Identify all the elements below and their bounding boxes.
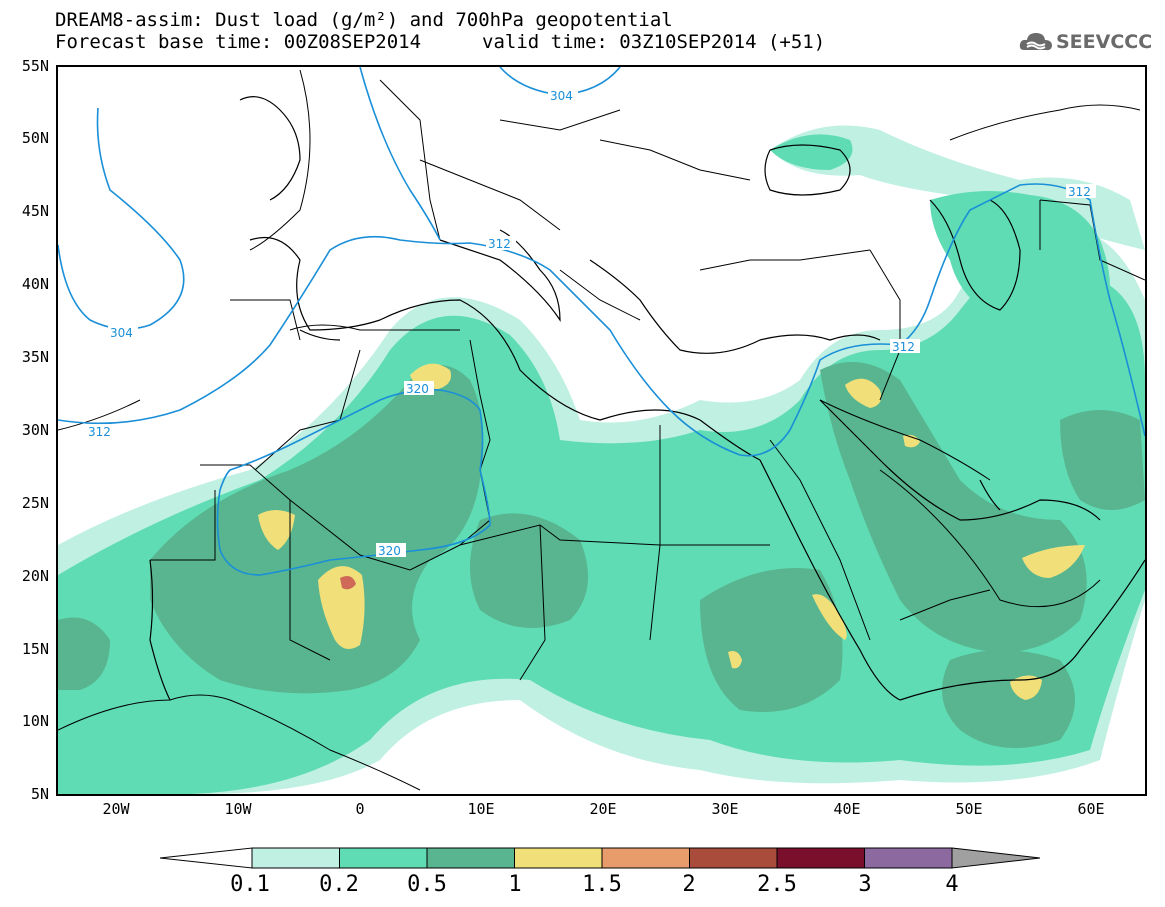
colorbar-label-1.5: 1.5 xyxy=(582,872,622,897)
colorbar-label-0.2: 0.2 xyxy=(319,872,359,897)
lat-label-25n: 25N xyxy=(21,494,49,512)
lon-label-40e: 40E xyxy=(833,800,861,818)
contour-labels: 304 304 312 312 312 312 320 320 xyxy=(86,88,1096,558)
colorbar-boxes xyxy=(251,847,953,869)
coastlines xyxy=(149,96,1145,701)
contour-label-312-caspian: 312 xyxy=(1068,185,1091,199)
lon-label-50e: 50E xyxy=(955,800,983,818)
dust-shade-0.5-east xyxy=(1060,410,1145,510)
map-canvas: 304 304 312 312 312 312 320 320 xyxy=(58,67,1145,794)
colorbar-box xyxy=(339,847,428,869)
colorbar-box xyxy=(689,847,778,869)
dust-shade-1-redsea xyxy=(812,594,847,640)
lat-label-5n: 5N xyxy=(30,785,49,803)
colorbar-arrow-right xyxy=(951,847,1040,869)
lat-label-35n: 35N xyxy=(21,348,49,366)
dust-shade-1-oman xyxy=(1022,545,1085,578)
dust-shade-0.2-black-sea xyxy=(770,134,853,170)
contour-label-320-south: 320 xyxy=(378,544,401,558)
forecast-base-time: Forecast base time: 00Z08SEP2014 xyxy=(55,31,422,53)
dust-shade-1-iraq xyxy=(845,378,882,408)
colorbar-label-2: 2 xyxy=(682,872,696,897)
dust-shade-1-kuwait xyxy=(903,434,920,448)
lon-label-30e: 30E xyxy=(711,800,739,818)
colorbar-box xyxy=(776,847,865,869)
dust-shade-1-yemen xyxy=(1010,675,1042,700)
colorbar-box xyxy=(426,847,515,869)
dust-load-map: 304 304 312 312 312 312 320 320 xyxy=(56,65,1147,796)
logo-text: SEEVCCC xyxy=(1056,31,1153,53)
dust-shade-1.5-niger xyxy=(340,576,356,590)
map-title: DREAM8-assim: Dust load (g/m²) and 700hP… xyxy=(55,9,673,31)
contour-312-north xyxy=(359,67,441,241)
contour-label-304-north: 304 xyxy=(550,89,573,103)
lat-label-45n: 45N xyxy=(21,202,49,220)
lat-label-10n: 10N xyxy=(21,712,49,730)
contour-320-loop xyxy=(216,388,491,576)
colorbar-label-1: 1 xyxy=(508,872,522,897)
lon-label-20w: 20W xyxy=(102,800,130,818)
colorbar-arrow-left xyxy=(160,847,253,869)
lat-label-50n: 50N xyxy=(21,129,49,147)
geopotential-contours xyxy=(58,67,1145,576)
seevccc-logo: SEEVCCC xyxy=(1018,28,1153,56)
dust-shade-1-mali xyxy=(258,510,295,550)
dust-shade-0.5-sudan xyxy=(700,568,843,712)
colorbar xyxy=(160,847,1040,869)
colorbar-label-2.5: 2.5 xyxy=(757,872,797,897)
contour-312-east xyxy=(899,183,1145,437)
lat-label-15n: 15N xyxy=(21,640,49,658)
dust-shade-0.5-sahara xyxy=(150,365,484,694)
contour-312-main xyxy=(58,235,901,457)
lat-label-20n: 20N xyxy=(21,567,49,585)
colorbar-label-3: 3 xyxy=(858,872,872,897)
contour-label-320-north: 320 xyxy=(406,382,429,396)
colorbar-box xyxy=(864,847,953,869)
lat-label-55n: 55N xyxy=(21,57,49,75)
lat-label-30n: 30N xyxy=(21,421,49,439)
colorbar-label-0.5: 0.5 xyxy=(407,872,447,897)
dust-shade-1-small xyxy=(728,651,742,669)
lon-label-0: 0 xyxy=(355,800,365,818)
dust-shade-0.5-horn xyxy=(942,650,1075,748)
lon-label-60e: 60E xyxy=(1077,800,1105,818)
contour-label-304-west: 304 xyxy=(110,326,133,340)
lon-label-20e: 20E xyxy=(589,800,617,818)
colorbar-box xyxy=(514,847,603,869)
valid-time: valid time: 03Z10SEP2014 (+51) xyxy=(482,31,826,53)
contour-label-312-east: 312 xyxy=(892,340,915,354)
contour-304-west xyxy=(58,107,185,330)
lat-label-40n: 40N xyxy=(21,275,49,293)
lon-label-10w: 10W xyxy=(224,800,252,818)
colorbar-box xyxy=(601,847,690,869)
contour-label-312-west: 312 xyxy=(88,425,111,439)
dust-shade-0.5-libya xyxy=(470,513,588,628)
lon-label-10e: 10E xyxy=(467,800,495,818)
colorbar-label-0.1: 0.1 xyxy=(230,872,270,897)
contour-label-312-med: 312 xyxy=(488,237,511,251)
colorbar-label-4: 4 xyxy=(945,872,959,897)
dust-shade-0.5-arabia xyxy=(820,362,1087,652)
dust-shade-0.5-westafrica xyxy=(58,617,110,690)
colorbar-box xyxy=(251,847,340,869)
cloud-logo-icon xyxy=(1019,33,1052,51)
